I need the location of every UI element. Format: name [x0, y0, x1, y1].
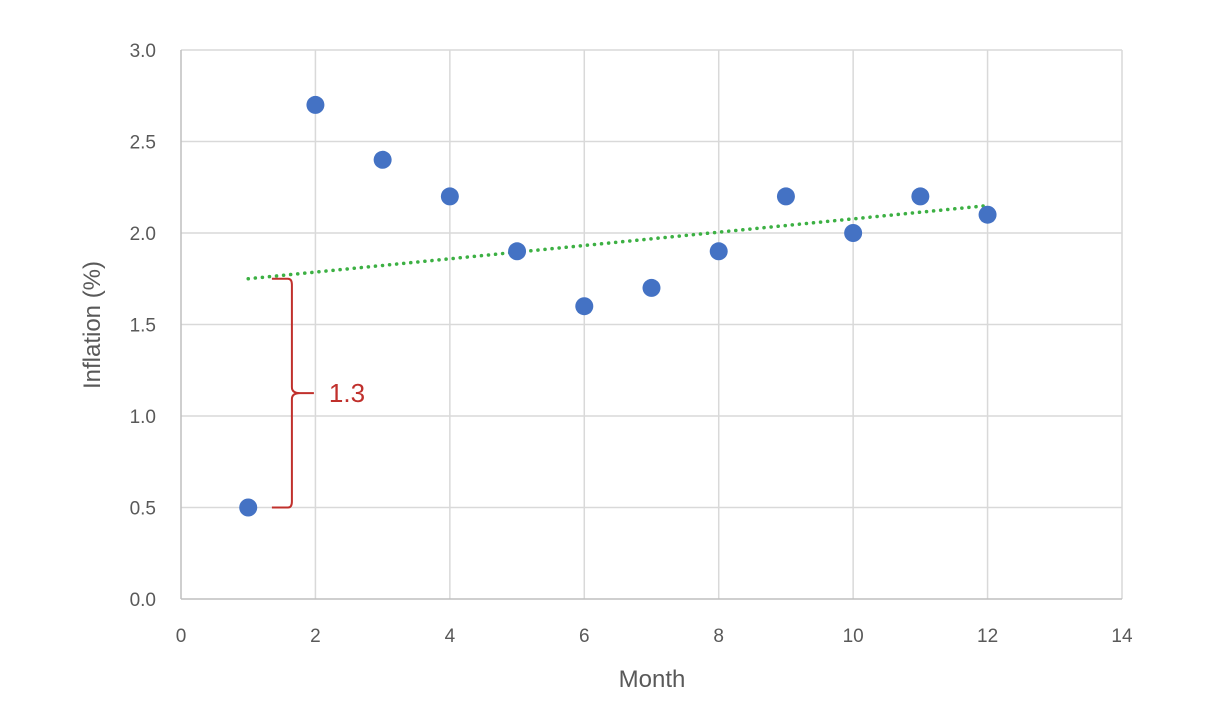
data-point: [306, 95, 325, 114]
y-tick-label: 0.0: [130, 590, 156, 611]
x-tick-label: 2: [310, 626, 321, 647]
data-point: [440, 187, 459, 206]
x-tick-label: 8: [713, 626, 724, 647]
trendline: [246, 203, 990, 281]
y-axis-title: Inflation (%): [79, 261, 106, 389]
axes: [180, 50, 1122, 600]
y-tick-label: 1.5: [130, 316, 156, 337]
x-tick-label: 12: [977, 626, 998, 647]
grid-lines: [181, 49, 1123, 599]
data-point: [844, 224, 863, 242]
y-tick-label: 1.0: [130, 407, 156, 428]
annotation-group: 1.3: [271, 277, 365, 509]
data-point: [911, 187, 930, 206]
data-point: [373, 150, 392, 169]
x-tick-label: 0: [176, 626, 187, 647]
annotation-label: 1.3: [329, 378, 365, 408]
data-point: [575, 297, 594, 316]
x-axis-title: Month: [619, 666, 686, 693]
x-tick-label: 4: [445, 626, 456, 647]
data-point: [642, 278, 661, 297]
tick-labels: 0 2 4 6 8 10 12 14 0.0 0.5 1.0 1.5 2.0 2.5 3.0: [130, 41, 1133, 647]
data-point: [239, 498, 258, 517]
data-points: [239, 95, 997, 517]
data-point: [978, 205, 997, 224]
trendline-group: [246, 203, 990, 281]
data-point: [709, 242, 728, 261]
x-tick-label: 6: [579, 626, 590, 647]
annotation-brace: [271, 277, 314, 509]
x-tick-label: 10: [843, 626, 864, 647]
y-tick-label: 2.5: [130, 133, 156, 154]
data-point: [508, 242, 527, 261]
x-tick-label: 14: [1111, 626, 1133, 647]
y-tick-label: 0.5: [130, 499, 156, 520]
y-tick-label: 2.0: [130, 224, 156, 245]
y-tick-label: 3.0: [130, 41, 156, 62]
data-point: [776, 187, 795, 206]
